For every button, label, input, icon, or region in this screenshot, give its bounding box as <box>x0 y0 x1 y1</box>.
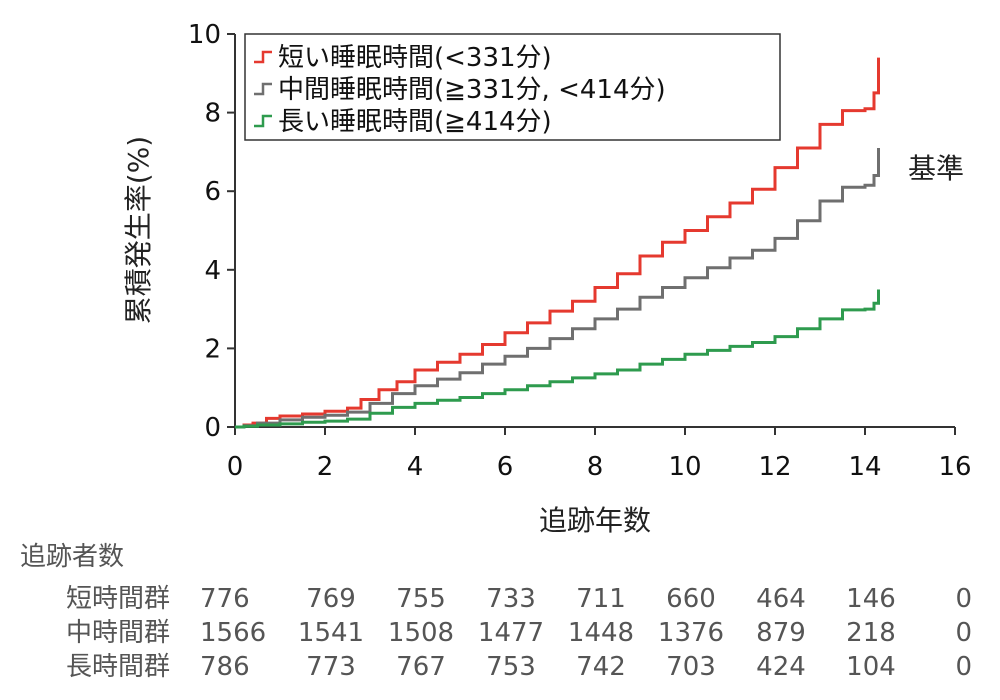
reference-annotation: 基準 <box>908 152 964 185</box>
legend: 短い睡眠時間(<331分)中間睡眠時間(≧331分, <414分)長い睡眠時間(… <box>244 33 781 141</box>
y-tick-label: 8 <box>204 99 221 129</box>
y-tick-label: 6 <box>204 177 221 207</box>
risk-table-title: 追跡者数 <box>20 542 124 572</box>
risk-cell: 1541 <box>298 618 364 648</box>
x-tick-label: 2 <box>317 452 334 482</box>
legend-label-1: 短い睡眠時間(<331分) <box>278 43 552 73</box>
risk-cell: 776 <box>200 584 250 614</box>
risk-cell: 767 <box>396 652 446 682</box>
risk-cell: 1448 <box>568 618 634 648</box>
risk-cell: 1477 <box>478 618 544 648</box>
legend-box <box>244 33 781 141</box>
x-tick-label: 16 <box>938 452 971 482</box>
y-tick-label: 0 <box>204 413 221 443</box>
series-layer <box>235 57 880 429</box>
risk-row-label: 長時間群 <box>66 652 170 682</box>
legend-label-2: 中間睡眠時間(≧331分, <414分) <box>278 75 666 105</box>
risk-cell: 879 <box>756 618 806 648</box>
series-line-2 <box>235 148 880 429</box>
risk-cell: 733 <box>486 584 536 614</box>
risk-table: 追跡者数 短時間群 776 769 755 733 711 660 464 146 0 中時間群 15… <box>20 542 972 682</box>
risk-cell: 464 <box>756 584 806 614</box>
risk-cell: 1566 <box>200 618 266 648</box>
y-tick-label: 2 <box>204 334 221 364</box>
risk-cell: 1508 <box>388 618 454 648</box>
risk-cell: 753 <box>486 652 536 682</box>
y-axis-title: 累積発生率(%) <box>122 136 155 324</box>
legend-label-3: 長い睡眠時間(≧414分) <box>278 107 552 137</box>
series-line-3 <box>235 289 880 429</box>
risk-cell: 711 <box>576 584 626 614</box>
axes: 0 2 4 6 8 10 0 2 4 6 8 10 12 14 16 <box>188 20 972 482</box>
risk-row-label: 中時間群 <box>66 618 170 648</box>
risk-cell: 773 <box>306 652 356 682</box>
risk-cell: 769 <box>306 584 356 614</box>
risk-cell: 703 <box>666 652 716 682</box>
x-tick-label: 6 <box>497 452 514 482</box>
risk-cell: 1376 <box>658 618 724 648</box>
x-tick-label: 8 <box>587 452 604 482</box>
risk-cell: 742 <box>576 652 626 682</box>
risk-cell: 0 <box>955 652 972 682</box>
risk-cell: 786 <box>200 652 250 682</box>
risk-cell: 0 <box>955 584 972 614</box>
risk-cell: 424 <box>756 652 806 682</box>
risk-cell: 660 <box>666 584 716 614</box>
legend-marker-1 <box>254 50 272 64</box>
risk-cell: 0 <box>955 618 972 648</box>
legend-marker-2 <box>254 82 272 96</box>
x-tick-label: 14 <box>848 452 881 482</box>
risk-cell: 146 <box>846 584 896 614</box>
y-tick-label: 4 <box>204 256 221 286</box>
x-tick-label: 4 <box>407 452 424 482</box>
x-tick-label: 10 <box>668 452 701 482</box>
y-tick-label: 10 <box>188 20 221 50</box>
risk-cell: 218 <box>846 618 896 648</box>
x-tick-label: 12 <box>758 452 791 482</box>
legend-marker-3 <box>254 114 272 128</box>
risk-cell: 104 <box>846 652 896 682</box>
x-axis-title: 追跡年数 <box>539 504 651 537</box>
risk-cell: 755 <box>396 584 446 614</box>
x-tick-label: 0 <box>227 452 244 482</box>
risk-row-label: 短時間群 <box>66 584 170 614</box>
